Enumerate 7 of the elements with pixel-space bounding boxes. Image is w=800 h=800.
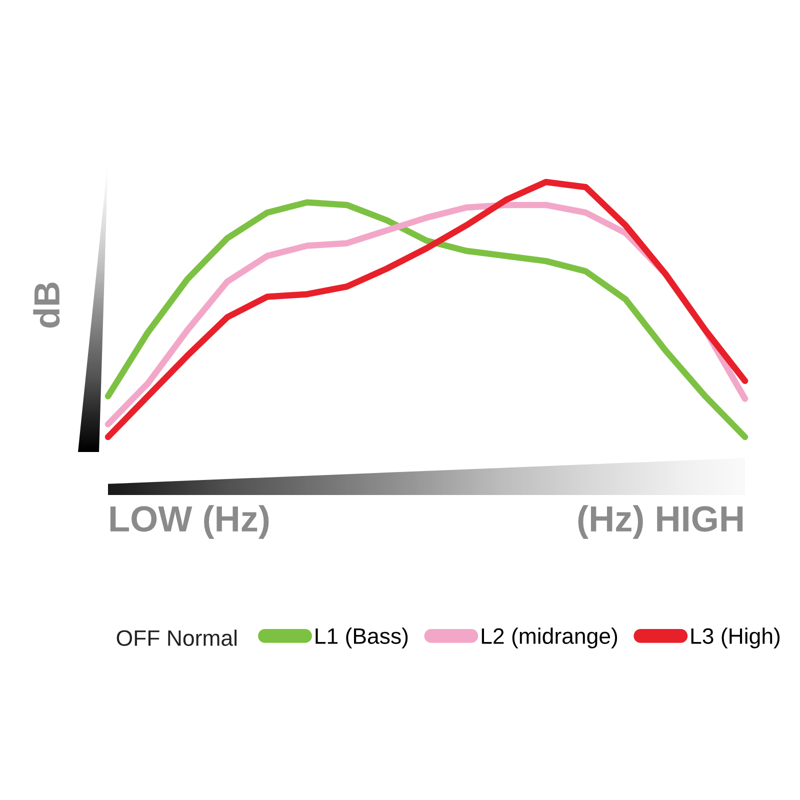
y-axis-title: dB <box>33 282 60 328</box>
text: OFF Normal <box>116 630 237 646</box>
legend-label: L2 (midrange) <box>482 628 618 648</box>
text: (Hz) HIGH <box>578 505 743 539</box>
x-axis-title: LOW (Hz) <box>110 505 269 539</box>
legend-label: L1 (Bass) <box>316 628 408 648</box>
legend-label: L3 (High) <box>691 628 780 648</box>
